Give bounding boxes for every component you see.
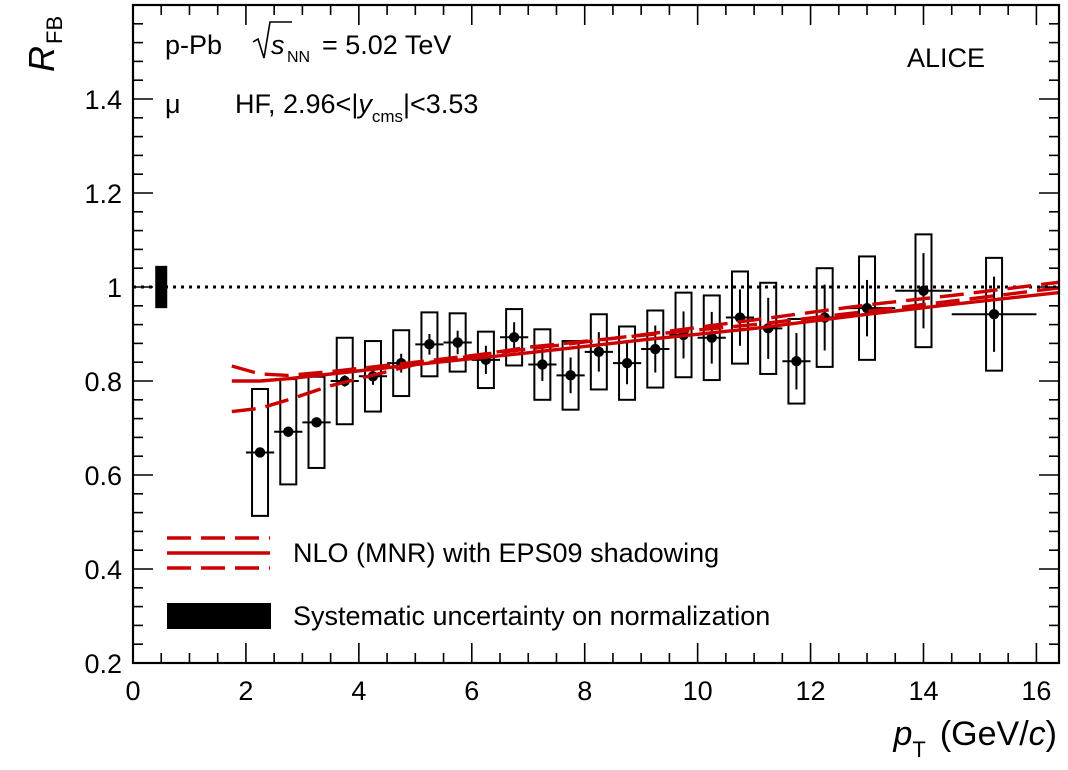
model-curve-dashed: [231, 280, 1060, 378]
plot-area: [133, 265, 1059, 309]
axis-ticks: 0 2 4 6 8 10 12 14 16 0.2 0.4 0.6 0.8 1 1.2 1.4: [84, 4, 1059, 706]
x-tick-label: 4: [351, 676, 366, 706]
y-axis-title-main: R: [21, 46, 62, 72]
data-point: [565, 370, 576, 381]
x-tick-label: 8: [577, 676, 592, 706]
x-axis-title-sub: T: [912, 737, 925, 762]
x-axis-title-unit-pre: (GeV/: [940, 715, 1029, 753]
data-point: [706, 332, 717, 343]
annotation-energy: = 5.02 TeV: [322, 30, 451, 60]
data-point: [791, 356, 802, 367]
annotation-experiment: ALICE: [907, 43, 985, 73]
x-tick-label: 6: [464, 676, 479, 706]
data-point: [452, 337, 463, 348]
data-point: [508, 332, 520, 343]
legend-norm-swatch: [167, 603, 271, 629]
y-tick-label: 1: [107, 273, 122, 303]
y-tick-label: 1.2: [84, 179, 122, 209]
y-tick-label: 1.4: [84, 85, 122, 115]
data-point: [311, 417, 322, 428]
annotation-selection-post: |<3.53: [403, 89, 478, 119]
x-tick-label: 10: [683, 676, 713, 706]
annotation-sqrt-s-sub: NN: [287, 49, 310, 66]
data-point: [988, 309, 1000, 320]
data-point: [621, 357, 633, 369]
data-point: [537, 359, 548, 370]
y-tick-label: 0.8: [84, 367, 122, 397]
data-point: [593, 346, 605, 358]
data-point: [424, 339, 435, 350]
annotation-sqrt-s: s: [271, 30, 285, 60]
y-tick-label: 0.6: [84, 461, 122, 491]
x-tick-label: 16: [1021, 676, 1051, 706]
annotation-selection: HF, 2.96<|ycms|<3.53: [235, 89, 478, 126]
sqrt-symbol: [252, 21, 292, 59]
model-curve-dashed: [231, 286, 1060, 414]
y-tick-label: 0.4: [84, 555, 122, 585]
data-layer: [231, 233, 1060, 517]
y-axis-title-sub: FB: [42, 16, 67, 44]
x-tick-label: 2: [238, 676, 253, 706]
x-tick-label: 12: [796, 676, 826, 706]
data-point: [283, 426, 294, 437]
annotation-particle: μ: [165, 89, 181, 119]
annotation-selection-pre: HF, 2.96<|: [235, 89, 358, 119]
x-axis-title-unit-post: ): [1046, 715, 1057, 753]
y-axis-title: RFB: [21, 16, 67, 72]
legend-model-label: NLO (MNR) with EPS09 shadowing: [293, 538, 719, 568]
annotation-system: p-Pb: [165, 30, 222, 60]
plot-frame: [131, 3, 1061, 665]
data-point: [918, 285, 929, 296]
norm-uncertainty-box: [155, 265, 168, 309]
data-point: [650, 343, 661, 355]
x-tick-label: 0: [125, 676, 140, 706]
legend-norm-label: Systematic uncertainty on normalization: [293, 601, 770, 631]
x-tick-label: 14: [908, 676, 938, 706]
annotation-selection-y: y: [356, 89, 373, 119]
x-axis-title: pT (GeV/c): [892, 715, 1057, 762]
y-tick-label: 0.2: [84, 649, 122, 679]
annotation-selection-y-sub: cms: [372, 107, 403, 126]
model-curve-solid: [231, 290, 1060, 383]
data-point: [254, 447, 266, 458]
legend: NLO (MNR) with EPS09 shadowing Systemati…: [167, 536, 770, 631]
x-axis-title-p: p: [892, 715, 912, 753]
x-axis-title-unit-c: c: [1029, 715, 1046, 753]
